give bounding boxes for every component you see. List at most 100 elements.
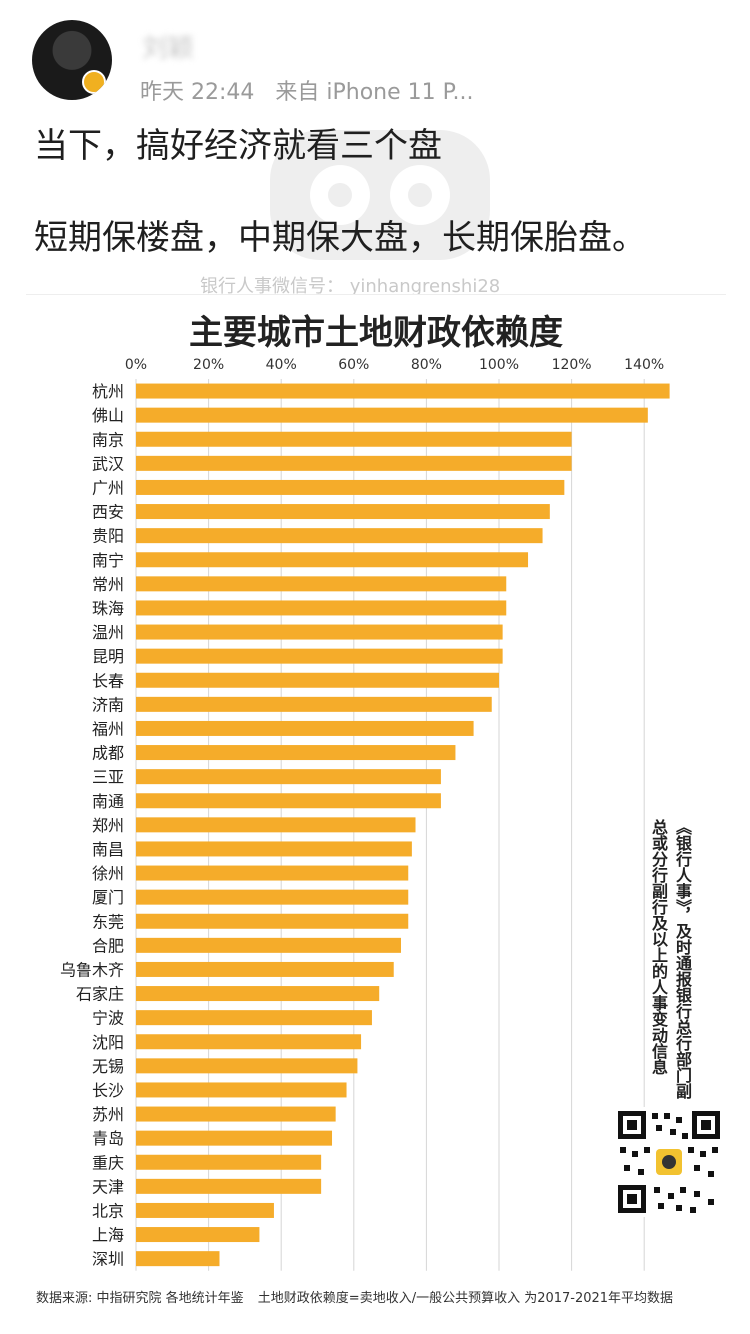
bar: [136, 552, 529, 568]
category-label: 三亚: [92, 768, 124, 787]
bar: [136, 1082, 347, 1098]
chart-title: 主要城市土地财政依赖度: [189, 313, 563, 353]
bar: [136, 1251, 220, 1267]
x-tick-label: 140%: [624, 357, 664, 373]
category-label: 徐州: [92, 864, 124, 883]
bar: [136, 769, 441, 785]
category-label: 青岛: [92, 1129, 124, 1148]
avatar[interactable]: [32, 20, 112, 100]
category-label: 贵阳: [92, 527, 124, 546]
category-label: 东莞: [92, 912, 124, 931]
category-label: 常州: [92, 575, 124, 594]
bar: [136, 648, 503, 664]
bar: [136, 528, 543, 544]
post-text-line-2: 短期保楼盘，中期保大盘，长期保胎盘。: [34, 218, 646, 258]
bar: [136, 455, 572, 471]
category-label: 郑州: [92, 816, 124, 835]
category-label: 济南: [92, 695, 124, 714]
bar: [136, 431, 572, 447]
bar: [136, 624, 503, 640]
category-label: 无锡: [92, 1057, 124, 1076]
owl-watermark-icon: [270, 130, 490, 260]
category-label: 深圳: [92, 1250, 124, 1269]
bar: [136, 1130, 333, 1146]
bar: [136, 1058, 358, 1074]
chart-footer: 数据来源: 中指研究院 各地统计年鉴 土地财政依赖度=卖地收入/一般公共预算收入…: [36, 1287, 683, 1306]
username[interactable]: 刘颖: [142, 34, 195, 64]
category-label: 成都: [92, 744, 124, 763]
category-label: 宁波: [92, 1009, 124, 1028]
category-label: 珠海: [92, 599, 124, 618]
bar: [136, 961, 394, 977]
verified-badge-icon: [82, 70, 106, 94]
category-label: 福州: [92, 719, 124, 738]
definition-note: 土地财政依赖度=卖地收入/一般公共预算收入 为2017-2021年平均数据: [257, 1291, 674, 1306]
bar: [136, 1034, 362, 1050]
category-label: 合肥: [92, 936, 124, 955]
bar: [136, 1106, 336, 1122]
bar: [136, 793, 441, 809]
category-label: 杭州: [92, 382, 124, 401]
bar: [136, 600, 507, 616]
x-tick-label: 80%: [411, 357, 442, 373]
category-label: 南通: [92, 792, 124, 811]
post-text-line-1: 当下，搞好经济就看三个盘: [34, 126, 442, 166]
side-note: 《银行人事》，及时通报银行总行部门副总或分行副行及以上的人事变动信息: [649, 819, 692, 1099]
bar: [136, 672, 499, 688]
post-header: 刘颖 昨天 22:44 来自 iPhone 11 P...: [0, 0, 750, 110]
x-tick-label: 60%: [338, 357, 369, 373]
bar: [136, 986, 380, 1002]
category-label: 温州: [92, 623, 124, 642]
category-label: 昆明: [92, 647, 124, 666]
category-label: 长沙: [92, 1081, 124, 1100]
bar: [136, 745, 456, 761]
bar: [136, 937, 401, 953]
bar: [136, 383, 670, 399]
post-source: 来自 iPhone 11 P...: [275, 80, 474, 105]
category-label: 重庆: [92, 1153, 124, 1172]
category-label: 厦门: [92, 888, 124, 907]
bar: [136, 479, 565, 495]
category-label: 南昌: [92, 840, 124, 859]
category-label: 沈阳: [92, 1033, 124, 1052]
bar: [136, 865, 409, 881]
bar: [136, 504, 550, 520]
qr-code-icon[interactable]: [614, 1107, 724, 1217]
bar: [136, 913, 409, 929]
x-tick-label: 20%: [193, 357, 224, 373]
category-label: 南京: [92, 430, 124, 449]
category-label: 上海: [92, 1226, 124, 1245]
category-label: 广州: [92, 478, 124, 497]
category-label: 长春: [92, 671, 124, 690]
category-label: 天津: [92, 1177, 124, 1196]
x-tick-label: 120%: [552, 357, 592, 373]
bar: [136, 1178, 322, 1194]
bar: [136, 841, 412, 857]
bar: [136, 817, 416, 833]
bar: [136, 696, 492, 712]
bar: [136, 407, 648, 423]
category-label: 南宁: [92, 551, 124, 570]
x-tick-label: 40%: [266, 357, 297, 373]
x-tick-label: 0%: [125, 357, 147, 373]
x-tick-label: 100%: [479, 357, 519, 373]
category-label: 西安: [92, 503, 124, 522]
category-label: 石家庄: [76, 985, 124, 1004]
chart-card[interactable]: 0% 20% 40% 60% 80% 100% 120% 140% 杭州佛山南京武汉广州西安贵阳…: [26, 294, 726, 1313]
bar: [136, 720, 474, 736]
category-label: 佛山: [92, 406, 124, 425]
bar: [136, 1227, 260, 1243]
category-label: 武汉: [92, 454, 124, 473]
bar: [136, 889, 409, 905]
bar: [136, 1154, 322, 1170]
category-label: 北京: [92, 1201, 124, 1220]
bar-chart: 0% 20% 40% 60% 80% 100% 120% 140% 杭州佛山南京武汉广州西安贵阳…: [60, 357, 670, 1271]
bar: [136, 576, 507, 592]
bar: [136, 1202, 274, 1218]
post-meta: 昨天 22:44 来自 iPhone 11 P...: [140, 74, 487, 106]
category-label: 苏州: [92, 1105, 124, 1124]
bar: [136, 1010, 372, 1026]
watermark-text: 银行人事微信号： yinhangrenshi28: [200, 276, 501, 297]
category-label: 乌鲁木齐: [60, 960, 124, 979]
post-time: 昨天 22:44: [140, 80, 255, 105]
